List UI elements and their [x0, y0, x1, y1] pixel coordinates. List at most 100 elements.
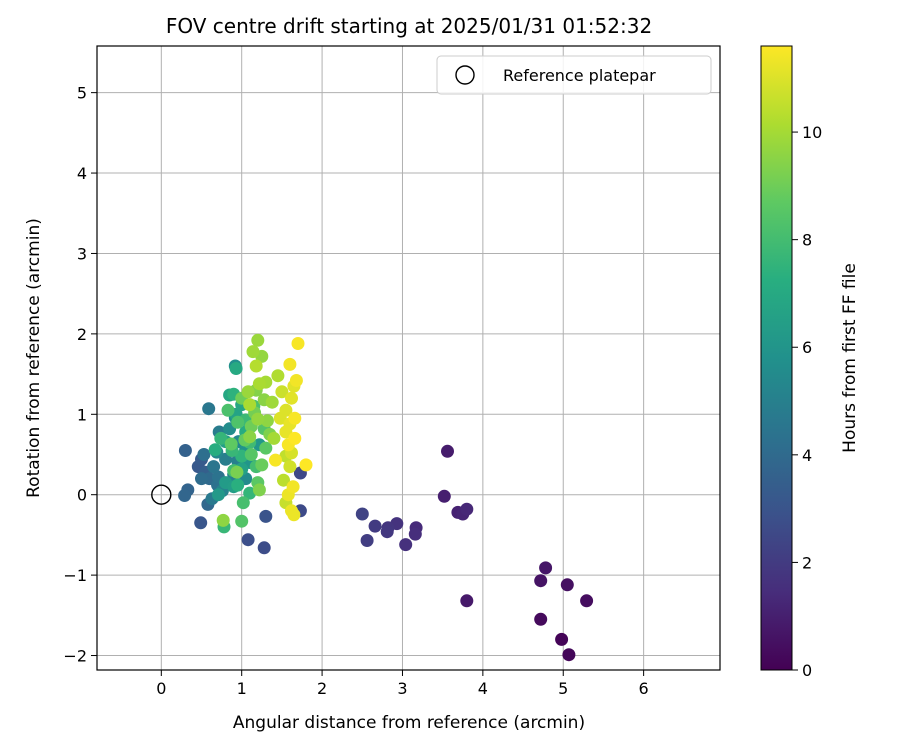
- data-point-41: [202, 402, 216, 416]
- data-point-6: [539, 561, 553, 575]
- data-point-88: [224, 437, 238, 451]
- data-point-112: [271, 369, 285, 383]
- data-point-18: [380, 525, 394, 539]
- data-point-113: [249, 359, 263, 373]
- data-point-19: [368, 519, 382, 533]
- colorbar-ticks: 0 2 4 6 8 10: [792, 123, 822, 680]
- data-point-1: [562, 648, 576, 662]
- data-point-130: [283, 357, 297, 371]
- x-tick-label-5: 5: [558, 679, 568, 698]
- data-point-134: [288, 411, 302, 425]
- data-point-8: [441, 444, 454, 458]
- data-point-129: [286, 480, 300, 494]
- data-point-122: [285, 391, 298, 405]
- data-point-37: [197, 448, 211, 461]
- data-point-135: [269, 453, 282, 467]
- data-point-100: [216, 513, 230, 527]
- x-axis-ticks: 0 1 2 3 4 5 6: [156, 670, 649, 698]
- y-tick-label-0: −2: [63, 647, 87, 666]
- data-point-131: [289, 374, 303, 387]
- data-point-65: [229, 362, 243, 375]
- legend-marker: [455, 65, 475, 85]
- chart-title: FOV centre drift starting at 2025/01/31 …: [166, 14, 652, 38]
- x-tick-label-2: 2: [317, 679, 327, 698]
- data-point-90: [255, 458, 269, 472]
- legend-box: [436, 55, 712, 95]
- x-tick-label-6: 6: [639, 679, 649, 698]
- data-point-110: [252, 377, 266, 391]
- data-point-108: [267, 431, 281, 445]
- legend-label: Reference platepar: [503, 66, 656, 85]
- y-tick-label-7: 5: [77, 84, 87, 103]
- data-point-104: [241, 385, 255, 399]
- x-tick-label-1: 1: [237, 679, 247, 698]
- y-tick-label-4: 2: [77, 325, 87, 344]
- data-point-87: [259, 441, 273, 455]
- data-point-71: [214, 431, 228, 445]
- data-point-114: [277, 473, 290, 487]
- data-point-136: [299, 458, 313, 472]
- y-tick-label-6: 4: [77, 164, 87, 183]
- data-point-31: [178, 444, 192, 457]
- grid: [97, 46, 720, 670]
- colorbar-tick-label-5: 10: [802, 123, 822, 142]
- data-point-102: [251, 412, 265, 426]
- data-point-14: [408, 527, 422, 541]
- data-points: [178, 333, 594, 662]
- data-point-111: [243, 398, 257, 412]
- data-point-117: [275, 385, 289, 399]
- x-tick-label-4: 4: [478, 679, 488, 698]
- data-point-68: [231, 478, 245, 492]
- y-axis-label: Rotation from reference (arcmin): [24, 218, 44, 498]
- y-axis-ticks: −2 −1 0 1 2 3 4 5: [63, 84, 97, 666]
- data-point-57: [211, 488, 225, 502]
- plot-frame: [96, 45, 721, 671]
- legend: Reference platepar: [436, 55, 712, 95]
- x-tick-label-3: 3: [397, 679, 407, 698]
- data-point-94: [230, 465, 244, 479]
- y-tick-label-2: 0: [77, 486, 87, 505]
- data-point-106: [265, 395, 279, 409]
- data-point-9: [437, 489, 451, 503]
- data-point-132: [291, 337, 305, 350]
- data-point-5: [534, 574, 548, 588]
- colorbar-tick-label-4: 8: [802, 231, 812, 250]
- data-point-24: [257, 541, 271, 555]
- colorbar-tick-label-0: 0: [802, 661, 812, 680]
- colorbar-tick-label-2: 4: [802, 446, 812, 465]
- data-point-36: [195, 472, 208, 486]
- reference-layer: [151, 484, 172, 505]
- data-point-70: [235, 449, 249, 463]
- data-point-95: [252, 483, 266, 497]
- y-tick-label-3: 1: [77, 405, 87, 424]
- data-point-118: [283, 460, 297, 474]
- data-point-40: [207, 460, 221, 474]
- y-tick-label-5: 3: [77, 244, 87, 263]
- data-point-0: [555, 632, 569, 646]
- y-tick-label-1: −1: [63, 566, 87, 585]
- colorbar-tick-label-1: 2: [802, 553, 812, 572]
- data-point-21: [355, 507, 369, 521]
- colorbar-tick-label-3: 6: [802, 338, 812, 357]
- data-point-4: [560, 578, 574, 592]
- colorbar: [760, 45, 793, 671]
- data-point-25: [241, 533, 255, 547]
- data-point-105: [251, 333, 265, 347]
- data-point-20: [360, 534, 374, 547]
- data-point-33: [178, 489, 192, 502]
- data-point-7: [460, 594, 474, 608]
- data-point-27: [194, 516, 208, 530]
- data-point-12: [460, 502, 474, 516]
- data-point-83: [235, 514, 249, 528]
- data-point-2: [534, 612, 548, 626]
- data-point-85: [244, 448, 258, 461]
- data-point-107: [246, 345, 260, 359]
- data-point-82: [231, 415, 245, 429]
- data-point-26: [259, 509, 273, 523]
- data-point-121: [279, 403, 293, 417]
- data-point-67: [208, 443, 222, 457]
- x-tick-label-0: 0: [156, 679, 166, 698]
- data-point-98: [243, 430, 257, 444]
